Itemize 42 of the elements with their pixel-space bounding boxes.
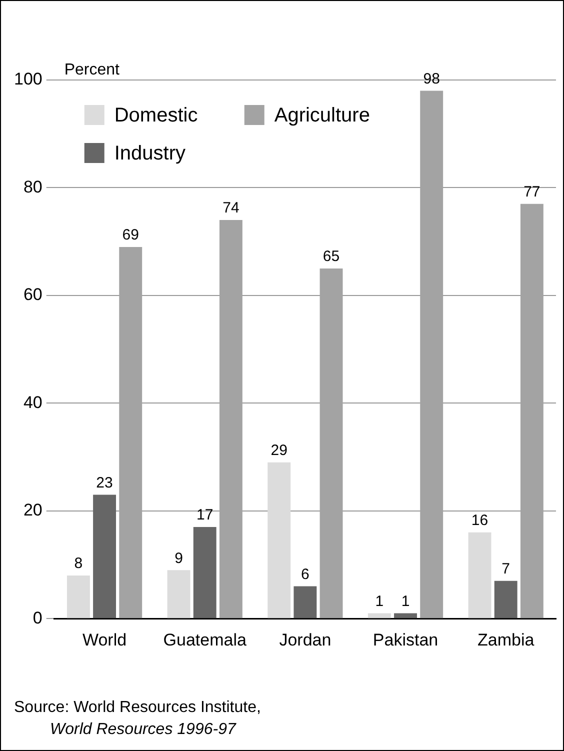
y-tick-label: 20 <box>23 500 42 520</box>
bar <box>494 580 518 618</box>
source-note: Source: World Resources Institute, <box>14 699 261 716</box>
x-tick-label: Guatemala <box>163 630 247 650</box>
data-label: 16 <box>471 512 488 530</box>
x-tick-label: Pakistan <box>372 630 438 650</box>
bar <box>394 613 417 618</box>
data-label: 69 <box>122 226 139 244</box>
data-label: 17 <box>196 506 214 524</box>
y-tick-label: 100 <box>14 70 42 89</box>
legend-label: Agriculture <box>274 104 370 127</box>
bar <box>268 462 291 618</box>
legend-label: Industry <box>114 142 186 165</box>
y-tick-label: 80 <box>23 177 42 196</box>
bar <box>468 532 492 618</box>
y-tick-label: 0 <box>32 608 42 628</box>
data-label: 77 <box>524 184 540 201</box>
data-label: 98 <box>423 70 440 88</box>
data-label: 7 <box>502 560 510 578</box>
bar <box>167 570 190 618</box>
x-tick-label: Jordan <box>279 630 332 650</box>
x-tick-label: World <box>82 630 127 650</box>
legend-label: Domestic <box>114 104 198 127</box>
bar <box>193 527 216 618</box>
data-label: 74 <box>222 200 240 217</box>
data-label: 23 <box>96 474 113 492</box>
y-tick-label: 60 <box>23 285 42 304</box>
y-axis-title: Percent <box>64 61 120 78</box>
text: World Resources 1996-97 <box>50 721 237 738</box>
data-label: 65 <box>322 248 340 266</box>
data-label: 1 <box>401 592 410 610</box>
data-label: 1 <box>375 592 384 610</box>
y-tick-label: 40 <box>23 392 42 412</box>
data-label: 9 <box>174 550 183 567</box>
data-label: 29 <box>270 442 288 460</box>
bar <box>368 613 391 618</box>
bar <box>93 494 116 618</box>
bar <box>294 586 317 618</box>
data-label: 6 <box>301 566 310 583</box>
x-tick-label: Zambia <box>477 630 535 650</box>
data-label: 8 <box>74 555 83 572</box>
bar <box>66 576 90 618</box>
